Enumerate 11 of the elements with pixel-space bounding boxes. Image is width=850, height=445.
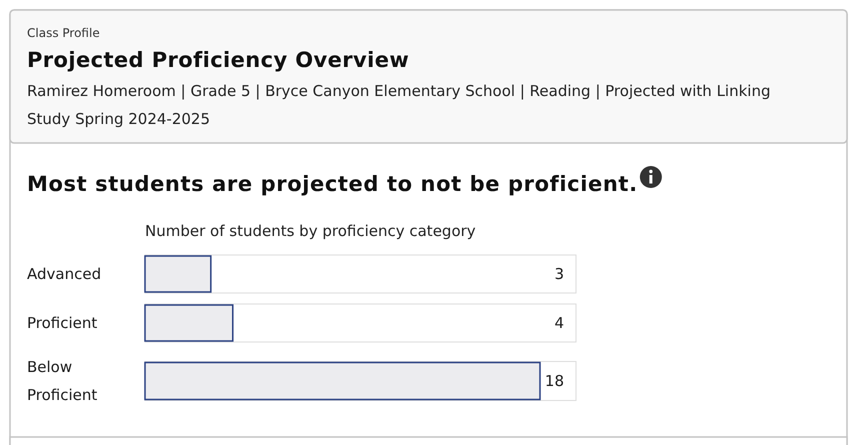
text: Most students are projected to not be proficient. bbox=[27, 172, 638, 196]
y-tick-label: Proficient bbox=[27, 314, 98, 332]
x-axis-title: Number of students by proficiency category bbox=[145, 222, 476, 240]
data-label: 18 bbox=[544, 372, 564, 390]
data-label: 3 bbox=[554, 265, 564, 283]
chart-title: Projected Proficiency Overview bbox=[27, 48, 410, 72]
chart-subtitle: Ramirez Homeroom | Grade 5 | Bryce Canyon Elementary School | Reading | Projected with Linking Study Spring 2024-2025 bbox=[27, 82, 770, 128]
y-tick-label: Advanced bbox=[27, 265, 102, 283]
y-tick-label: Below Proficient bbox=[27, 358, 98, 404]
text: Class Profile bbox=[27, 26, 100, 40]
data-label: 4 bbox=[554, 314, 564, 332]
